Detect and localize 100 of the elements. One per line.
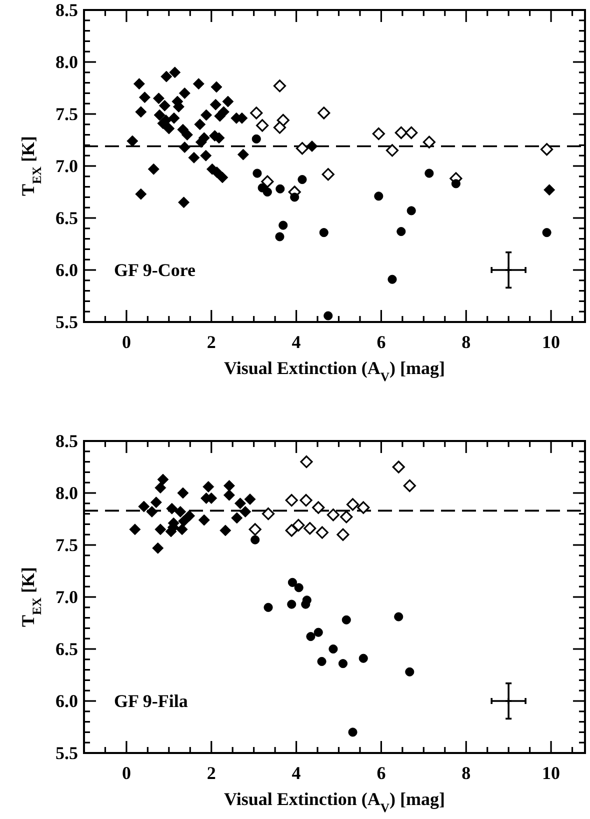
point bbox=[178, 515, 190, 527]
point bbox=[210, 81, 222, 93]
x-tick-label: 6 bbox=[376, 763, 386, 783]
point bbox=[285, 494, 298, 507]
point bbox=[348, 728, 358, 737]
point bbox=[422, 136, 436, 148]
point bbox=[150, 496, 162, 508]
point bbox=[386, 144, 399, 157]
point bbox=[200, 109, 212, 121]
point bbox=[223, 489, 235, 501]
point bbox=[160, 70, 172, 82]
point bbox=[163, 122, 175, 134]
point bbox=[306, 632, 316, 642]
x-tick-label: 8 bbox=[462, 763, 471, 783]
point bbox=[256, 119, 269, 132]
point bbox=[168, 112, 180, 124]
point bbox=[138, 92, 150, 104]
point bbox=[262, 187, 272, 197]
point bbox=[275, 232, 284, 242]
point bbox=[188, 152, 200, 164]
point bbox=[318, 106, 330, 120]
point bbox=[176, 524, 188, 536]
point bbox=[184, 510, 196, 522]
x-tick-label: 0 bbox=[122, 763, 131, 783]
x-axis-title: Visual Extinction (A$_{V}$) [mag] bbox=[224, 789, 445, 815]
point bbox=[358, 654, 368, 663]
point bbox=[218, 106, 230, 118]
point bbox=[126, 135, 138, 147]
point bbox=[357, 501, 370, 514]
point bbox=[178, 196, 190, 208]
point bbox=[181, 129, 193, 141]
point bbox=[154, 109, 166, 121]
y-tick-label: 7.5 bbox=[56, 104, 78, 124]
point bbox=[287, 600, 296, 609]
x-tick-label: 10 bbox=[542, 332, 560, 352]
point bbox=[250, 106, 263, 120]
y-tick-label: 7.0 bbox=[56, 156, 78, 176]
x-tick-label: 4 bbox=[292, 332, 301, 352]
point bbox=[374, 192, 384, 201]
y-tick-label: 5.5 bbox=[56, 743, 78, 763]
x-tick-label: 2 bbox=[206, 332, 216, 352]
point bbox=[135, 106, 147, 118]
y-tick-label: 6.0 bbox=[56, 691, 78, 711]
point bbox=[405, 126, 418, 140]
point bbox=[504, 266, 512, 274]
point bbox=[169, 66, 181, 78]
annotation: GF 9-Core bbox=[114, 260, 196, 280]
point bbox=[252, 168, 262, 178]
annotation: GF 9-Fila bbox=[114, 691, 188, 711]
point bbox=[394, 612, 404, 622]
point bbox=[396, 226, 406, 236]
point bbox=[223, 480, 235, 492]
x-tick-label: 6 bbox=[376, 332, 386, 352]
point bbox=[154, 482, 166, 494]
point bbox=[328, 644, 338, 654]
point bbox=[248, 523, 262, 536]
y-tick-label: 6.5 bbox=[56, 208, 78, 228]
point bbox=[211, 166, 223, 178]
point bbox=[296, 142, 309, 155]
point bbox=[388, 274, 397, 284]
point bbox=[300, 456, 313, 468]
point bbox=[306, 140, 318, 152]
point bbox=[202, 481, 214, 493]
point bbox=[250, 535, 260, 544]
point bbox=[403, 479, 416, 492]
point bbox=[340, 510, 353, 524]
point bbox=[406, 206, 416, 216]
point bbox=[220, 524, 232, 536]
point bbox=[319, 228, 328, 238]
point bbox=[288, 578, 298, 587]
y-tick-label: 8.5 bbox=[56, 431, 78, 451]
point bbox=[336, 528, 350, 541]
point bbox=[316, 526, 328, 539]
point bbox=[262, 508, 275, 520]
point bbox=[392, 460, 405, 474]
point bbox=[178, 87, 190, 99]
point bbox=[138, 500, 150, 512]
point bbox=[135, 188, 147, 200]
point bbox=[504, 697, 512, 705]
point bbox=[152, 542, 164, 554]
point bbox=[294, 583, 304, 592]
point bbox=[210, 98, 222, 110]
point bbox=[166, 502, 178, 514]
point bbox=[451, 179, 460, 188]
point bbox=[317, 656, 326, 666]
point bbox=[278, 220, 288, 230]
point bbox=[133, 78, 145, 90]
point bbox=[252, 134, 261, 144]
x-tick-label: 0 bbox=[122, 332, 131, 352]
y-tick-label: 6.5 bbox=[56, 639, 78, 659]
point bbox=[216, 172, 228, 184]
point bbox=[198, 514, 210, 526]
point bbox=[244, 493, 256, 505]
point bbox=[148, 163, 160, 175]
y-tick-label: 8.0 bbox=[56, 52, 78, 72]
point bbox=[146, 506, 158, 518]
point bbox=[394, 126, 408, 140]
point bbox=[152, 92, 164, 104]
point bbox=[346, 498, 360, 511]
point bbox=[285, 524, 298, 537]
